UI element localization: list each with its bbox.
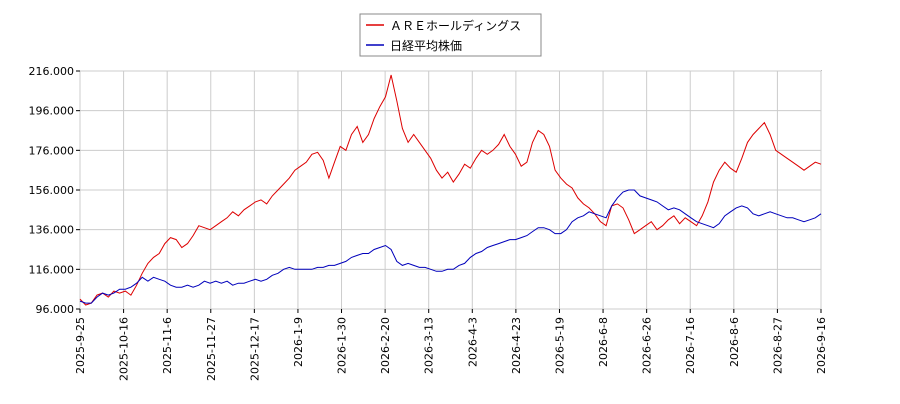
legend-box: [359, 13, 542, 57]
y-tick-label: 156.000: [29, 184, 75, 197]
x-tick-label: 2025-9-25: [74, 317, 87, 374]
y-axis: 96.000 116.000 136.000 156.000 176.000 196.00…: [29, 65, 80, 316]
x-tick-label: 2025-11-27: [205, 317, 218, 381]
x-tick-label: 2025-12-17: [248, 317, 261, 381]
x-tick-label: 2026-8-6: [728, 317, 741, 367]
x-axis: 2025-9-25 2025-10-16 2025-11-6 2025-11-27 20…: [74, 309, 828, 381]
x-tick-label: 2026-4-3: [466, 317, 479, 367]
y-tick-label: 116.000: [29, 263, 75, 276]
x-tick-label: 2025-10-16: [118, 317, 131, 381]
x-tick-label: 2026-6-8: [597, 317, 610, 367]
grid-lines: [79, 70, 822, 310]
x-tick-label: 2026-5-19: [553, 317, 566, 374]
x-tick-label: 2026-7-16: [684, 317, 697, 374]
x-tick-label: 2026-6-26: [641, 317, 654, 374]
y-tick-label: 196.000: [29, 105, 75, 118]
x-tick-label: 2026-1-30: [336, 317, 349, 374]
legend-label-are: ＡＲＥホールディングス: [390, 18, 521, 33]
y-tick-label: 216.000: [29, 65, 75, 78]
series-lines: [79, 74, 822, 306]
legend: ＡＲＥホールディングス 日経平均株価: [359, 13, 542, 57]
x-tick-label: 2025-11-6: [161, 317, 174, 374]
y-tick-label: 96.000: [36, 303, 75, 316]
x-tick-label: 2026-8-27: [771, 317, 784, 374]
x-tick-label: 2026-4-23: [510, 317, 523, 374]
x-tick-label: 2026-1-9: [292, 317, 305, 367]
y-tick-label: 176.000: [29, 144, 75, 157]
x-tick-label: 2026-9-16: [815, 317, 828, 374]
series-line-nikkei: [79, 189, 822, 304]
y-tick-label: 136.000: [29, 224, 75, 237]
series-line-are: [79, 74, 822, 306]
legend-label-nikkei: 日経平均株価: [390, 38, 462, 53]
x-tick-label: 2026-2-20: [379, 317, 392, 374]
x-tick-label: 2026-3-13: [423, 317, 436, 374]
